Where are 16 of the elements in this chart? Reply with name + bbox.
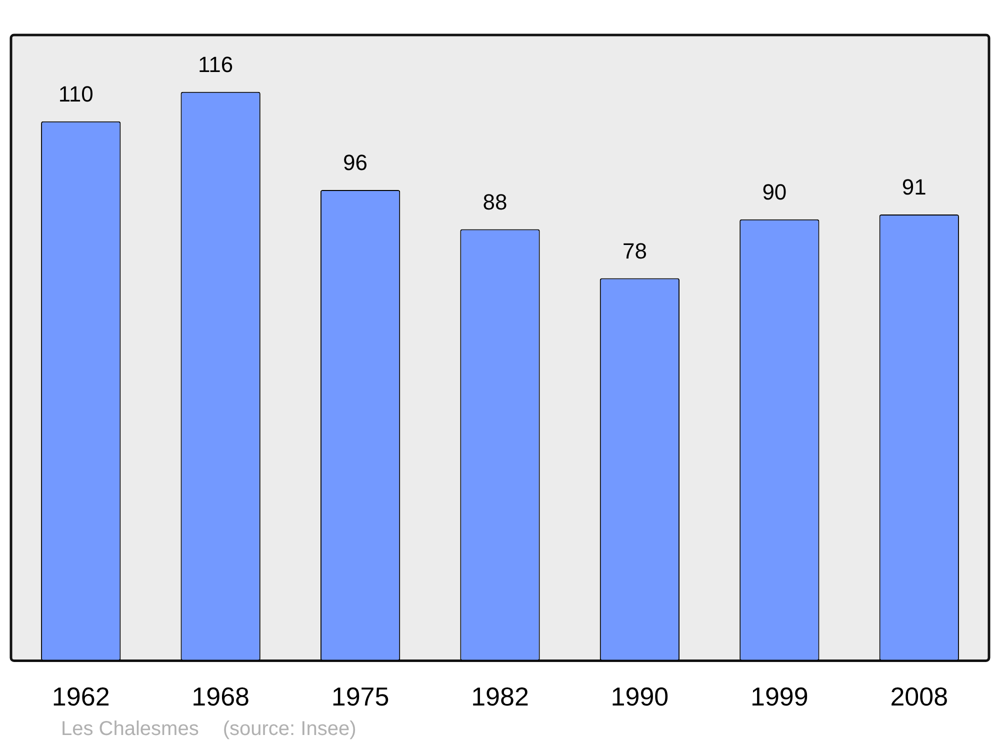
x-tick-label: 2008	[890, 682, 948, 712]
text: Les Chalesmes	[61, 718, 199, 740]
data-label: 91	[902, 174, 926, 200]
text: (source: Insee)	[222, 718, 356, 740]
x-tick-label: 1968	[192, 682, 250, 712]
x-tick-label: 1975	[331, 682, 390, 712]
data-label: 78	[622, 238, 647, 264]
x-tick-label: 1962	[52, 682, 110, 712]
x-tick-label: 1999	[750, 682, 808, 712]
data-label: 90	[762, 179, 787, 204]
data-label: 88	[482, 189, 508, 214]
x-tick-label: 1982	[471, 682, 529, 712]
data-label: 96	[343, 150, 368, 176]
x-tick-label: 1990	[610, 682, 669, 712]
data-label: 116	[198, 52, 234, 77]
data-label: 110	[58, 81, 94, 106]
